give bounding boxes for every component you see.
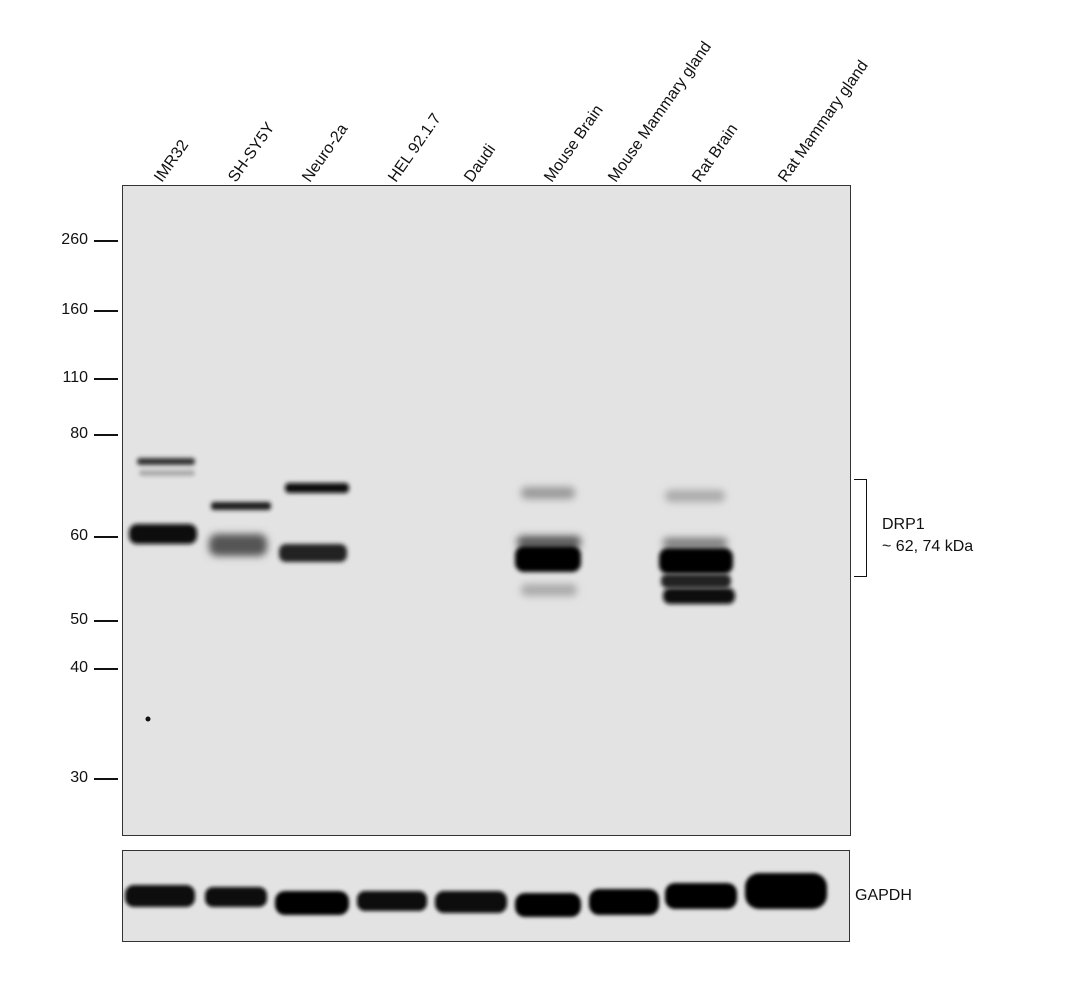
band	[665, 883, 737, 909]
band	[209, 534, 267, 556]
mw-tick	[94, 240, 118, 242]
mw-tick	[94, 310, 118, 312]
band	[745, 873, 827, 909]
mw-tick	[94, 778, 118, 780]
mw-label: 40	[70, 659, 88, 676]
band	[663, 538, 727, 548]
loading-control-label: GAPDH	[855, 887, 912, 904]
band	[275, 891, 349, 915]
mw-tick	[94, 536, 118, 538]
mw-label: 260	[61, 231, 88, 248]
band	[515, 893, 581, 917]
band	[137, 458, 195, 465]
main-blot-bands	[129, 458, 735, 722]
band	[139, 470, 195, 476]
mw-tick	[94, 434, 118, 436]
band	[659, 548, 733, 574]
band	[521, 584, 577, 596]
band	[589, 889, 659, 915]
band	[665, 490, 725, 502]
target-label: DRP1 ~ 62, 74 kDa	[882, 514, 973, 558]
mw-label: 60	[70, 527, 88, 544]
loading-control-bands	[125, 873, 827, 917]
band	[129, 524, 197, 544]
mw-label: 50	[70, 611, 88, 628]
mw-label: 30	[70, 769, 88, 786]
mw-tick	[94, 378, 118, 380]
band	[515, 546, 581, 572]
lane-label: Neuro-2a	[299, 121, 352, 186]
mw-tick	[94, 620, 118, 622]
lane-label: Daudi	[461, 141, 500, 186]
band	[279, 544, 347, 562]
lane-label: Rat Brain	[689, 121, 742, 186]
mw-label: 80	[70, 425, 88, 442]
mw-label: 160	[61, 301, 88, 318]
band	[357, 891, 427, 911]
target-size: ~ 62, 74 kDa	[882, 538, 974, 555]
lane-label: Mouse Brain	[541, 102, 607, 186]
target-bracket	[854, 479, 867, 577]
lane-label: HEL 92.1.7	[385, 110, 445, 186]
band	[205, 887, 267, 907]
speck	[145, 716, 151, 722]
band	[211, 502, 271, 510]
lane-label: SH-SY5Y	[225, 119, 279, 186]
loading-control-blot	[122, 850, 850, 942]
band	[661, 574, 731, 588]
main-blot	[122, 185, 851, 836]
target-name: DRP1	[882, 516, 925, 533]
band	[285, 483, 349, 493]
lane-label: Rat Mammary gland	[775, 57, 872, 186]
mw-tick	[94, 668, 118, 670]
band	[435, 891, 507, 913]
mw-label: 110	[62, 369, 88, 386]
band	[517, 536, 581, 548]
band	[125, 885, 195, 907]
band	[663, 588, 735, 604]
lane-label: IMR32	[151, 137, 193, 186]
band	[521, 487, 575, 499]
